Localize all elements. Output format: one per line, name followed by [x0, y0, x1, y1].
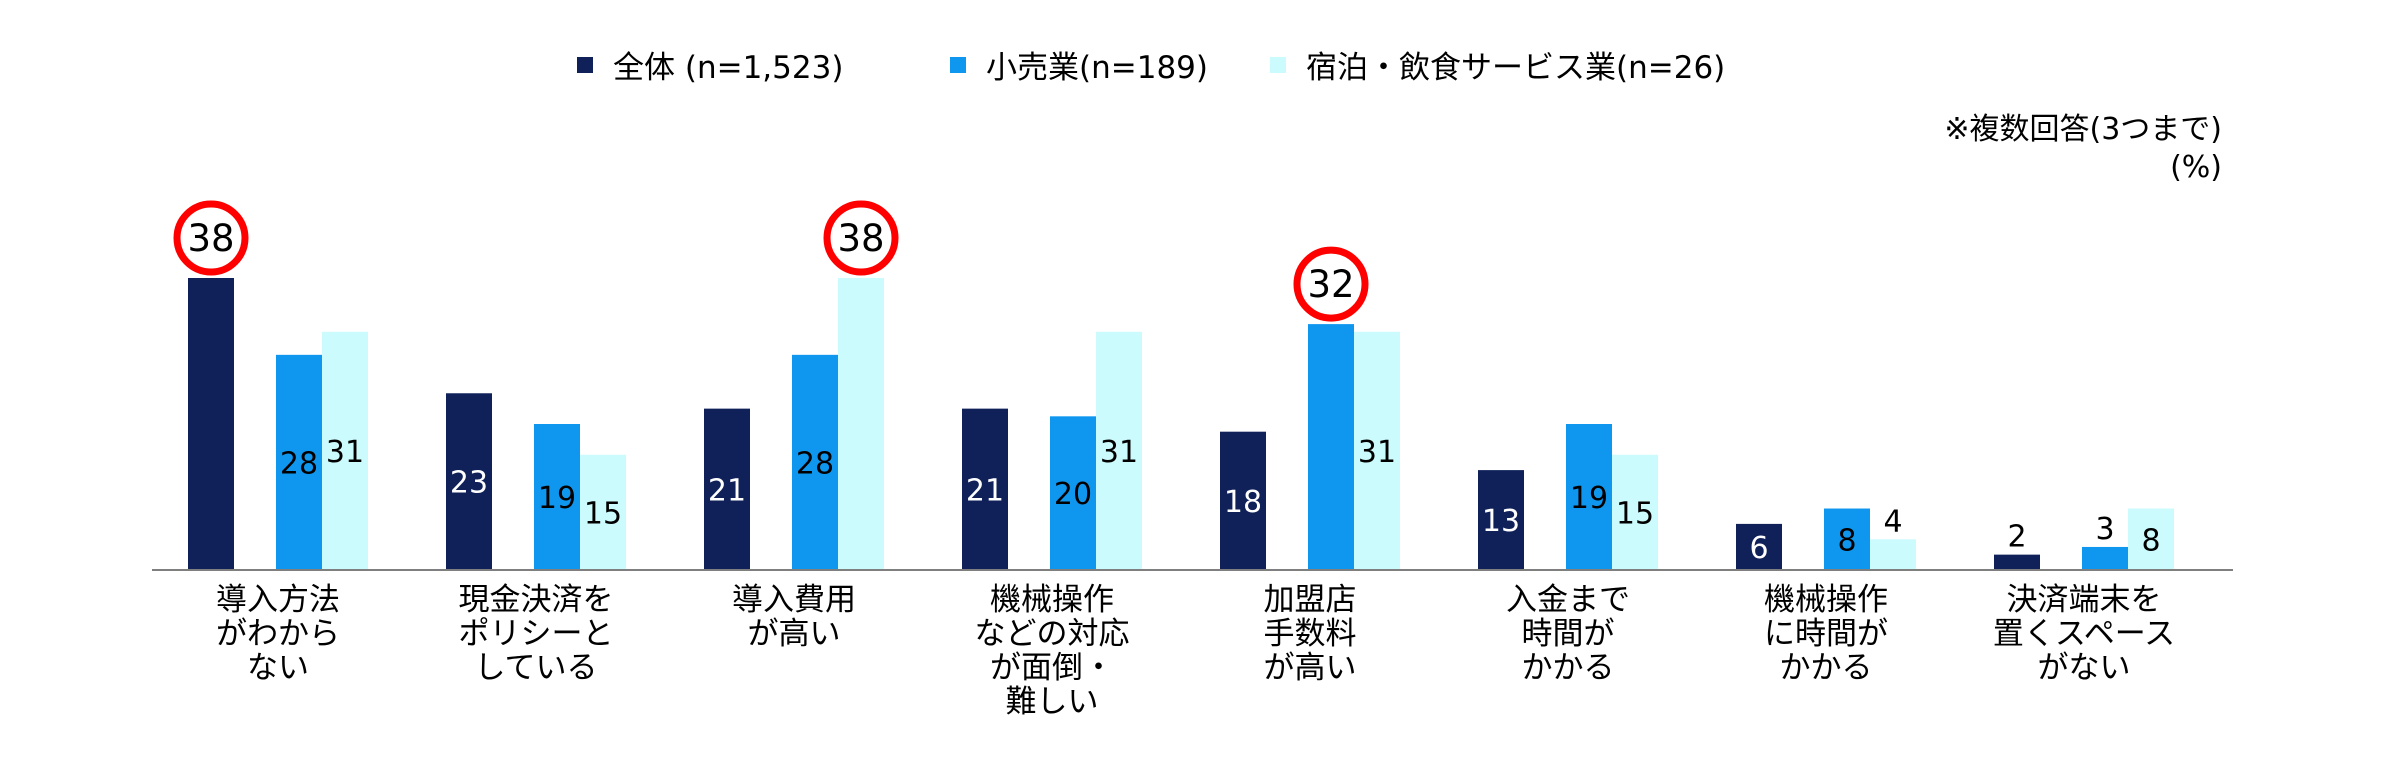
data-label: 13 — [1482, 504, 1520, 539]
bar — [1824, 508, 1870, 570]
bar — [1050, 416, 1096, 570]
bar — [1478, 470, 1524, 570]
legend-item-hospitality: 宿泊・飲食サービス業(n=26) — [1270, 42, 1725, 87]
bar — [792, 354, 838, 570]
legend-item-overall: 全体 (n=1,523) — [577, 42, 843, 87]
legend-label-hospitality: 宿泊・飲食サービス業(n=26) — [1306, 50, 1726, 86]
category-label: 機械操作 に時間が かかる — [1764, 582, 1888, 686]
data-label: 31 — [326, 435, 364, 470]
bar — [534, 424, 580, 570]
bar — [704, 408, 750, 570]
category-label: 機械操作 などの対応 が面倒・ 難しい — [974, 582, 1130, 720]
data-label: 31 — [1358, 435, 1396, 470]
legend-label-retail: 小売業(n=189) — [986, 50, 1208, 86]
highlight-circle — [1293, 246, 1369, 322]
data-label: 21 — [708, 473, 746, 508]
bar — [1612, 454, 1658, 570]
data-label: 6 — [1749, 531, 1768, 566]
bar — [276, 354, 322, 570]
data-label: 15 — [584, 496, 622, 531]
data-label: 15 — [1616, 496, 1654, 531]
data-label: 8 — [2141, 523, 2160, 558]
bar — [1566, 424, 1612, 570]
data-label: 2 — [2007, 520, 2026, 555]
bar — [580, 454, 626, 570]
category-label: 決済端末を 置くスペース がない — [1992, 582, 2176, 686]
bar — [322, 331, 368, 570]
data-label: 20 — [1054, 477, 1092, 512]
note-unit: (%) — [2170, 150, 2222, 185]
data-label: 23 — [450, 466, 488, 501]
bar — [1354, 331, 1400, 570]
bar — [446, 393, 492, 570]
legend-item-retail: 小売業(n=189) — [950, 42, 1208, 87]
data-label: 31 — [1100, 435, 1138, 470]
data-label: 28 — [796, 446, 834, 481]
highlight-value-label: 38 — [187, 217, 234, 260]
data-label: 18 — [1224, 485, 1262, 520]
bar — [1096, 331, 1142, 570]
bar — [1870, 539, 1916, 570]
data-label: 8 — [1837, 523, 1856, 558]
note-multiple-answer: ※複数回答(3つまで) — [1944, 112, 2222, 147]
highlight-group: 38 38 32 — [173, 200, 1369, 322]
legend-label-overall: 全体 (n=1,523) — [613, 50, 844, 86]
bar — [838, 278, 884, 570]
bar — [2128, 508, 2174, 570]
data-label: 3 — [2095, 512, 2114, 547]
bar — [1994, 554, 2040, 570]
legend-swatch-hospitality — [1270, 56, 1286, 73]
highlight-value-label: 32 — [1307, 263, 1354, 306]
legend-swatch-overall — [577, 56, 593, 73]
legend-swatch-retail — [950, 56, 966, 73]
category-label: 入金まで 時間が かかる — [1506, 582, 1630, 686]
bar — [1308, 324, 1354, 570]
data-label: 21 — [966, 473, 1004, 508]
data-label: 19 — [538, 481, 576, 516]
data-label: 28 — [280, 446, 318, 481]
data-label: 4 — [1883, 504, 1902, 539]
category-label: 加盟店 手数料 が高い — [1263, 582, 1357, 686]
highlight-circle — [823, 200, 899, 276]
bar — [1220, 431, 1266, 570]
bar — [962, 408, 1008, 570]
bar — [1736, 523, 1782, 570]
bar — [2082, 546, 2128, 570]
legend: 全体 (n=1,523) 小売業(n=189) 宿泊・飲食サービス業(n=26) — [0, 42, 2392, 92]
highlight-value-label: 38 — [837, 217, 884, 260]
category-label: 導入方法 がわから ない — [216, 582, 340, 686]
bar — [188, 278, 234, 570]
highlight-circle — [173, 200, 249, 276]
category-label: 導入費用 が高い — [732, 582, 856, 652]
data-label: 19 — [1570, 481, 1608, 516]
category-label: 現金決済を ポリシーと している — [458, 582, 614, 686]
